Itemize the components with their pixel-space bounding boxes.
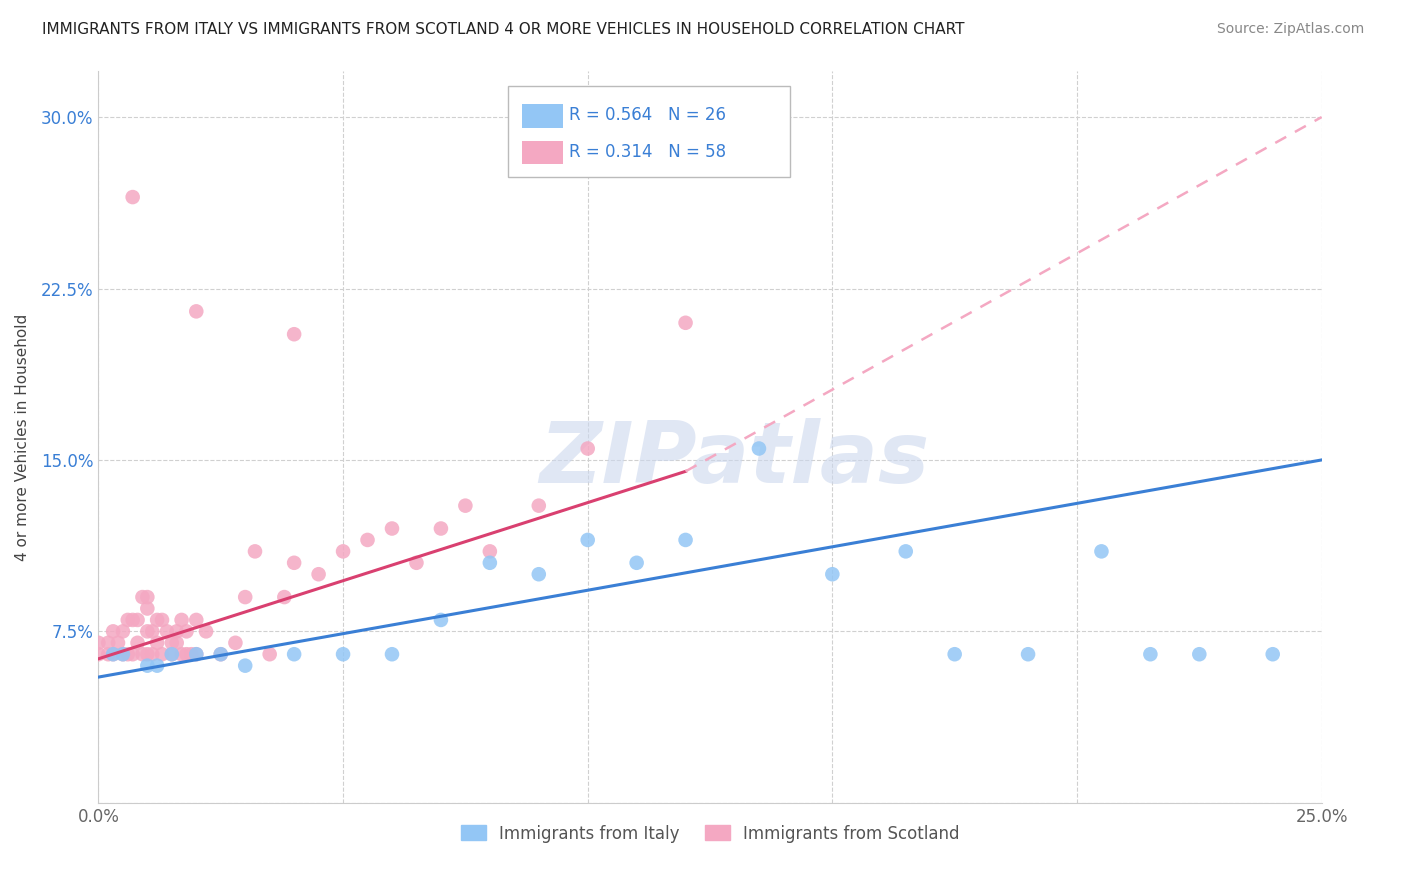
Point	[131, 590, 153, 604]
Point	[150, 647, 173, 661]
Point	[156, 624, 179, 639]
Point	[170, 647, 193, 661]
FancyBboxPatch shape	[522, 141, 564, 164]
Point	[107, 636, 129, 650]
Y-axis label: 4 or more Vehicles in Household: 4 or more Vehicles in Household	[15, 313, 30, 561]
Point	[101, 624, 124, 639]
Point	[160, 647, 183, 661]
Point	[675, 533, 697, 547]
Point	[283, 556, 305, 570]
Point	[186, 613, 208, 627]
FancyBboxPatch shape	[522, 104, 564, 128]
Point	[87, 636, 110, 650]
Point	[405, 556, 427, 570]
Text: R = 0.564   N = 26: R = 0.564 N = 26	[569, 106, 727, 124]
Point	[209, 647, 232, 661]
Point	[308, 567, 330, 582]
Point	[121, 647, 143, 661]
Point	[356, 533, 378, 547]
Point	[146, 636, 169, 650]
Point	[381, 521, 404, 535]
Point	[131, 647, 153, 661]
Point	[478, 556, 501, 570]
Point	[821, 567, 844, 582]
Point	[283, 327, 305, 342]
Point	[1261, 647, 1284, 661]
Point	[136, 658, 159, 673]
Point	[233, 658, 256, 673]
Point	[136, 601, 159, 615]
Point	[243, 544, 266, 558]
Point	[576, 533, 599, 547]
Text: R = 0.314   N = 58: R = 0.314 N = 58	[569, 143, 727, 161]
Point	[160, 647, 183, 661]
Point	[121, 613, 143, 627]
Point	[111, 647, 134, 661]
Point	[166, 636, 188, 650]
Point	[117, 647, 139, 661]
Point	[111, 624, 134, 639]
Point	[1090, 544, 1112, 558]
Point	[141, 647, 163, 661]
Point	[186, 647, 208, 661]
Point	[127, 636, 149, 650]
Point	[136, 624, 159, 639]
Point	[160, 636, 183, 650]
Point	[1017, 647, 1039, 661]
Point	[136, 590, 159, 604]
Point	[527, 567, 550, 582]
Point	[176, 624, 198, 639]
Point	[97, 647, 120, 661]
Point	[224, 636, 246, 650]
Point	[259, 647, 281, 661]
Point	[150, 613, 173, 627]
Text: ZIPatlas: ZIPatlas	[540, 417, 929, 500]
Point	[121, 190, 143, 204]
Point	[233, 590, 256, 604]
Point	[332, 647, 354, 661]
Point	[195, 624, 218, 639]
Point	[170, 613, 193, 627]
Point	[209, 647, 232, 661]
Point	[454, 499, 477, 513]
Point	[1188, 647, 1211, 661]
Point	[141, 624, 163, 639]
Point	[576, 442, 599, 456]
Text: IMMIGRANTS FROM ITALY VS IMMIGRANTS FROM SCOTLAND 4 OR MORE VEHICLES IN HOUSEHOL: IMMIGRANTS FROM ITALY VS IMMIGRANTS FROM…	[42, 22, 965, 37]
Point	[136, 647, 159, 661]
Point	[117, 613, 139, 627]
Point	[527, 499, 550, 513]
Point	[127, 613, 149, 627]
Legend: Immigrants from Italy, Immigrants from Scotland: Immigrants from Italy, Immigrants from S…	[454, 818, 966, 849]
Point	[332, 544, 354, 558]
Point	[626, 556, 648, 570]
Point	[430, 613, 453, 627]
Point	[273, 590, 295, 604]
Point	[283, 647, 305, 661]
Point	[111, 647, 134, 661]
Point	[478, 544, 501, 558]
Point	[1139, 647, 1161, 661]
Point	[146, 613, 169, 627]
Point	[894, 544, 917, 558]
Point	[101, 647, 124, 661]
Point	[146, 658, 169, 673]
Text: Source: ZipAtlas.com: Source: ZipAtlas.com	[1216, 22, 1364, 37]
Point	[176, 647, 198, 661]
Point	[186, 304, 208, 318]
Point	[748, 442, 770, 456]
FancyBboxPatch shape	[508, 86, 790, 178]
Point	[166, 624, 188, 639]
Point	[97, 636, 120, 650]
Point	[943, 647, 966, 661]
Point	[381, 647, 404, 661]
Point	[180, 647, 202, 661]
Point	[675, 316, 697, 330]
Point	[186, 647, 208, 661]
Point	[101, 647, 124, 661]
Point	[87, 647, 110, 661]
Point	[430, 521, 453, 535]
